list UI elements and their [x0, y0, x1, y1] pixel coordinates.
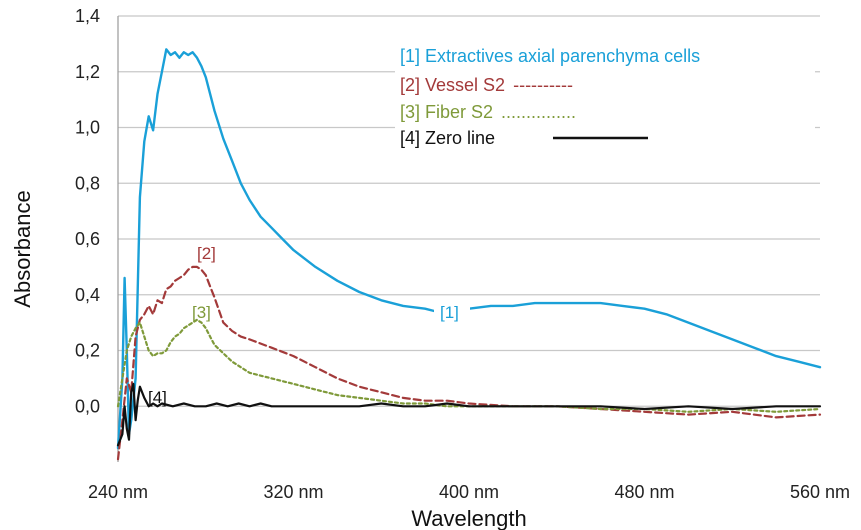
legend-label-0: [1] Extractives axial parenchyma cells [400, 46, 700, 66]
x-tick-label-1: 320 nm [263, 482, 323, 502]
y-tick-label-1: 0,2 [75, 341, 100, 361]
y-axis-ticks: 0,0 0,2 0,4 0,6 0,8 1,0 1,2 1,4 [75, 6, 100, 416]
x-axis-title: Wavelength [411, 506, 526, 530]
y-tick-label-3: 0,6 [75, 229, 100, 249]
x-tick-label-0: 240 nm [88, 482, 148, 502]
legend-background [395, 36, 815, 156]
curve-label-0: [1] [440, 303, 459, 322]
legend-entry-3: [4] Zero line [400, 128, 495, 148]
legend: [1] Extractives axial parenchyma cells [2… [395, 36, 815, 156]
x-axis-ticks: 240 nm 320 nm 400 nm 480 nm 560 nm [88, 482, 850, 502]
legend-suffix-1: ---------- [513, 75, 573, 95]
legend-label-3: [4] Zero line [400, 128, 495, 148]
x-tick-label-2: 400 nm [439, 482, 499, 502]
legend-entry-1: [2] Vessel S2 ---------- [400, 75, 573, 95]
series-line-1 [116, 265, 822, 461]
series-group [116, 48, 822, 461]
legend-suffix-2: ............... [501, 102, 576, 122]
legend-label-2: [3] Fiber S2 [400, 102, 493, 122]
y-tick-label-0: 0,0 [75, 396, 100, 416]
legend-entry-2: [3] Fiber S2............... [400, 102, 576, 122]
curve-label-3: [4] [148, 388, 167, 407]
y-tick-label-4: 0,8 [75, 173, 100, 193]
x-tick-label-4: 560 nm [790, 482, 850, 502]
curve-label-1: [2] [197, 244, 216, 263]
legend-entry-0: [1] Extractives axial parenchyma cells [400, 46, 700, 66]
y-tick-label-7: 1,4 [75, 6, 100, 26]
curve-labels: [1] [2] [3] [4] [148, 244, 470, 407]
series-line-0 [116, 48, 822, 450]
series-line-3 [116, 382, 822, 447]
y-tick-label-2: 0,4 [75, 285, 100, 305]
x-tick-label-3: 480 nm [614, 482, 674, 502]
y-tick-label-5: 1,0 [75, 118, 100, 138]
curve-label-2: [3] [192, 303, 211, 322]
legend-label-1: [2] Vessel S2 [400, 75, 505, 95]
y-axis-title: Absorbance [10, 190, 35, 307]
curve-label-bg-0 [434, 302, 470, 324]
y-tick-label-6: 1,2 [75, 62, 100, 82]
